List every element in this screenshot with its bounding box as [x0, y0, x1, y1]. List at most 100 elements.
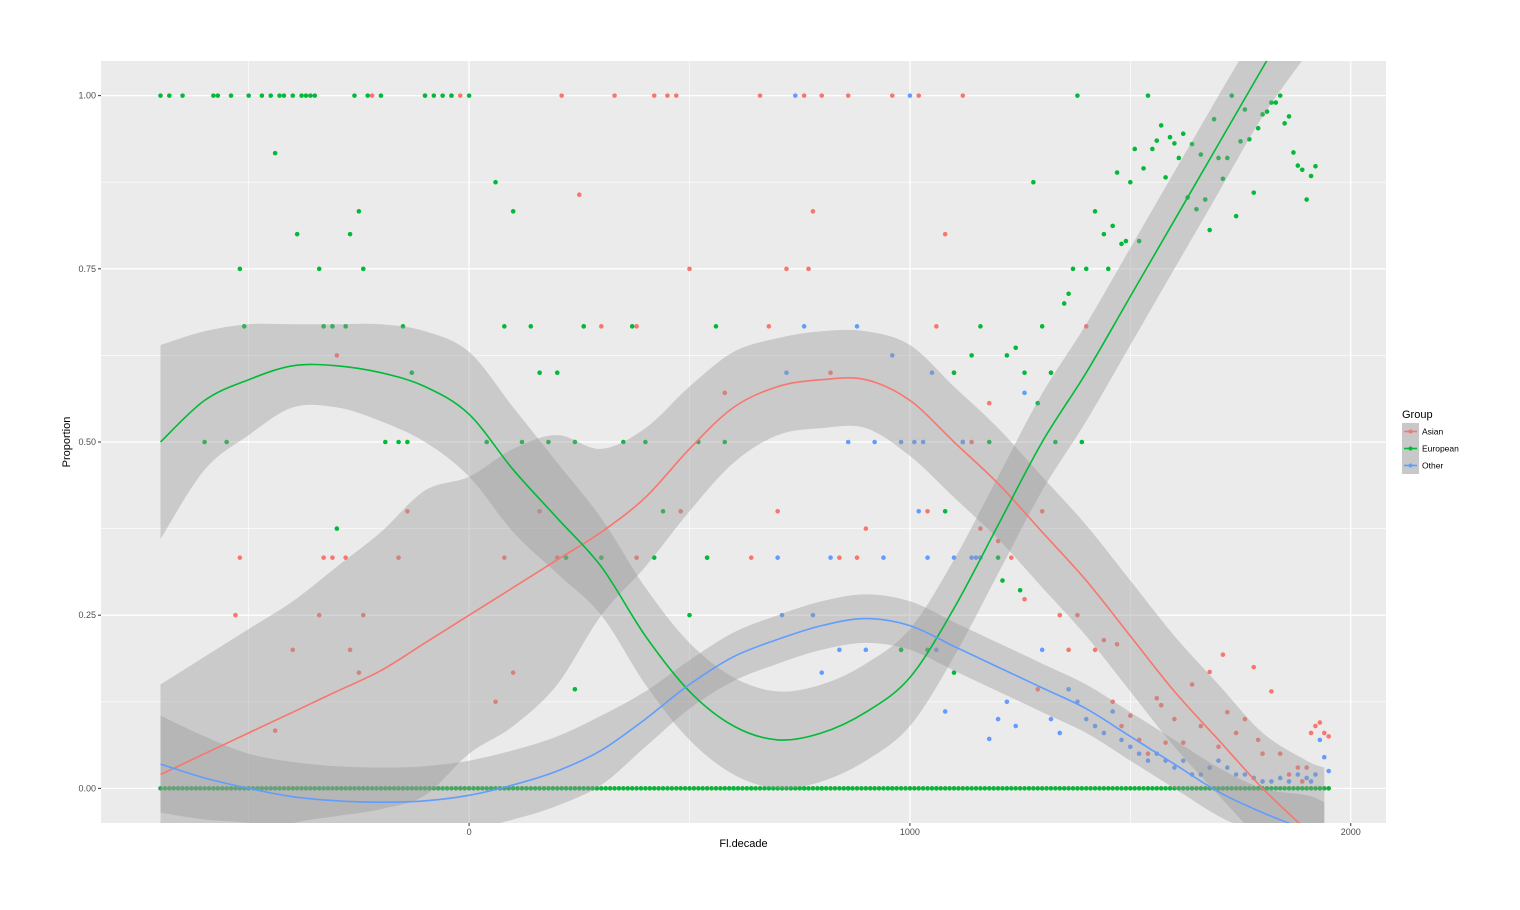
data-point-other: [1083, 716, 1089, 722]
baseline-point-european: [643, 786, 648, 791]
data-point-other: [1269, 779, 1274, 784]
baseline-point-european: [1057, 786, 1062, 791]
data-points: [158, 93, 1331, 791]
baseline-point-european: [224, 786, 229, 791]
y-tick-label: 0.50: [78, 437, 96, 447]
baseline-point-european: [925, 786, 930, 791]
data-point-european: [1150, 146, 1155, 152]
baseline-point-european: [1282, 786, 1287, 791]
data-point-european: [1123, 238, 1129, 244]
data-point-european: [502, 324, 507, 329]
data-point-asian: [360, 612, 366, 618]
baseline-point-european: [1084, 786, 1089, 791]
data-point-asian: [854, 555, 860, 560]
baseline-point-european: [480, 786, 485, 791]
data-point-european: [352, 93, 357, 98]
x-tick-label: 0: [467, 827, 472, 837]
baseline-point-european: [1119, 786, 1124, 791]
baseline-point-european: [907, 786, 913, 791]
data-point-european: [629, 324, 635, 329]
data-point-other: [969, 555, 974, 560]
baseline-point-european: [1176, 786, 1182, 791]
baseline-point-european: [1264, 786, 1270, 791]
data-point-asian: [1119, 723, 1124, 729]
baseline-point-european: [603, 786, 608, 791]
baseline-point-european: [863, 786, 869, 791]
data-point-asian: [1163, 740, 1168, 745]
data-point-european: [1233, 213, 1239, 219]
baseline-point-european: [1013, 786, 1018, 791]
data-point-european: [180, 93, 185, 98]
data-point-european: [1255, 125, 1261, 131]
baseline-point-european: [436, 786, 441, 791]
data-point-european: [360, 266, 366, 272]
baseline-point-european: [823, 786, 829, 791]
data-point-european: [224, 439, 229, 445]
data-point-european: [290, 93, 296, 98]
data-point-european: [1110, 223, 1115, 229]
baseline-point-european: [184, 786, 190, 791]
baseline-point-european: [696, 786, 701, 791]
baseline-point-european: [1194, 786, 1199, 791]
baseline-point-european: [484, 786, 489, 791]
baseline-point-european: [788, 786, 794, 791]
baseline-point-european: [956, 786, 961, 791]
ribbon-other: [160, 594, 1325, 823]
data-point-other: [779, 612, 785, 618]
data-point-asian: [828, 370, 833, 376]
data-point-asian: [334, 353, 340, 358]
data-point-european: [1242, 107, 1248, 112]
data-point-asian: [1092, 647, 1098, 653]
baseline-point-european: [1017, 786, 1023, 791]
baseline-point-european: [378, 786, 384, 791]
data-point-asian: [1220, 652, 1226, 657]
baseline-point-european: [784, 786, 789, 791]
baseline-point-european: [1154, 786, 1159, 791]
data-point-asian: [766, 324, 772, 329]
baseline-point-european: [1048, 786, 1054, 791]
baseline-point-european: [1066, 786, 1071, 791]
data-point-asian: [321, 555, 326, 560]
baseline-point-european: [343, 786, 348, 791]
data-point-asian: [1022, 596, 1027, 602]
data-point-other: [889, 353, 895, 358]
baseline-point-european: [1044, 786, 1049, 791]
baseline-point-european: [308, 786, 313, 791]
data-point-european: [1202, 197, 1208, 202]
data-point-other: [1286, 779, 1292, 784]
baseline-point-european: [1097, 786, 1102, 791]
data-point-european: [1269, 100, 1274, 105]
x-tick-label: 1000: [900, 827, 920, 837]
baseline-point-european: [387, 786, 392, 791]
data-point-other: [1066, 687, 1071, 692]
data-point-asian: [405, 508, 410, 514]
data-point-other: [1110, 709, 1115, 714]
data-point-european: [334, 526, 340, 531]
baseline-point-european: [475, 786, 481, 791]
data-point-asian: [1233, 730, 1239, 736]
baseline-point-european: [449, 786, 454, 791]
data-point-asian: [1269, 689, 1274, 694]
data-point-asian: [1216, 744, 1221, 750]
data-point-european: [889, 786, 895, 791]
baseline-point-european: [1313, 786, 1318, 791]
data-point-european: [572, 687, 578, 692]
baseline-point-european: [740, 786, 745, 791]
data-point-asian: [1145, 751, 1151, 757]
baseline-point-european: [1092, 786, 1098, 791]
data-point-european: [819, 786, 825, 791]
data-point-european: [409, 370, 415, 376]
data-point-european: [1031, 179, 1036, 185]
data-point-asian: [1172, 716, 1177, 722]
ribbon-european: [160, 61, 1302, 789]
data-point-asian: [1317, 720, 1323, 725]
baseline-point-european: [1326, 786, 1331, 791]
baseline-point-european: [537, 786, 542, 791]
baseline-point-european: [1300, 786, 1305, 791]
baseline-point-european: [1053, 786, 1058, 791]
data-point-european: [1075, 93, 1080, 98]
baseline-point-european: [938, 786, 943, 791]
baseline-point-european: [189, 786, 194, 791]
data-point-other: [810, 612, 816, 618]
data-point-other: [1180, 758, 1186, 763]
